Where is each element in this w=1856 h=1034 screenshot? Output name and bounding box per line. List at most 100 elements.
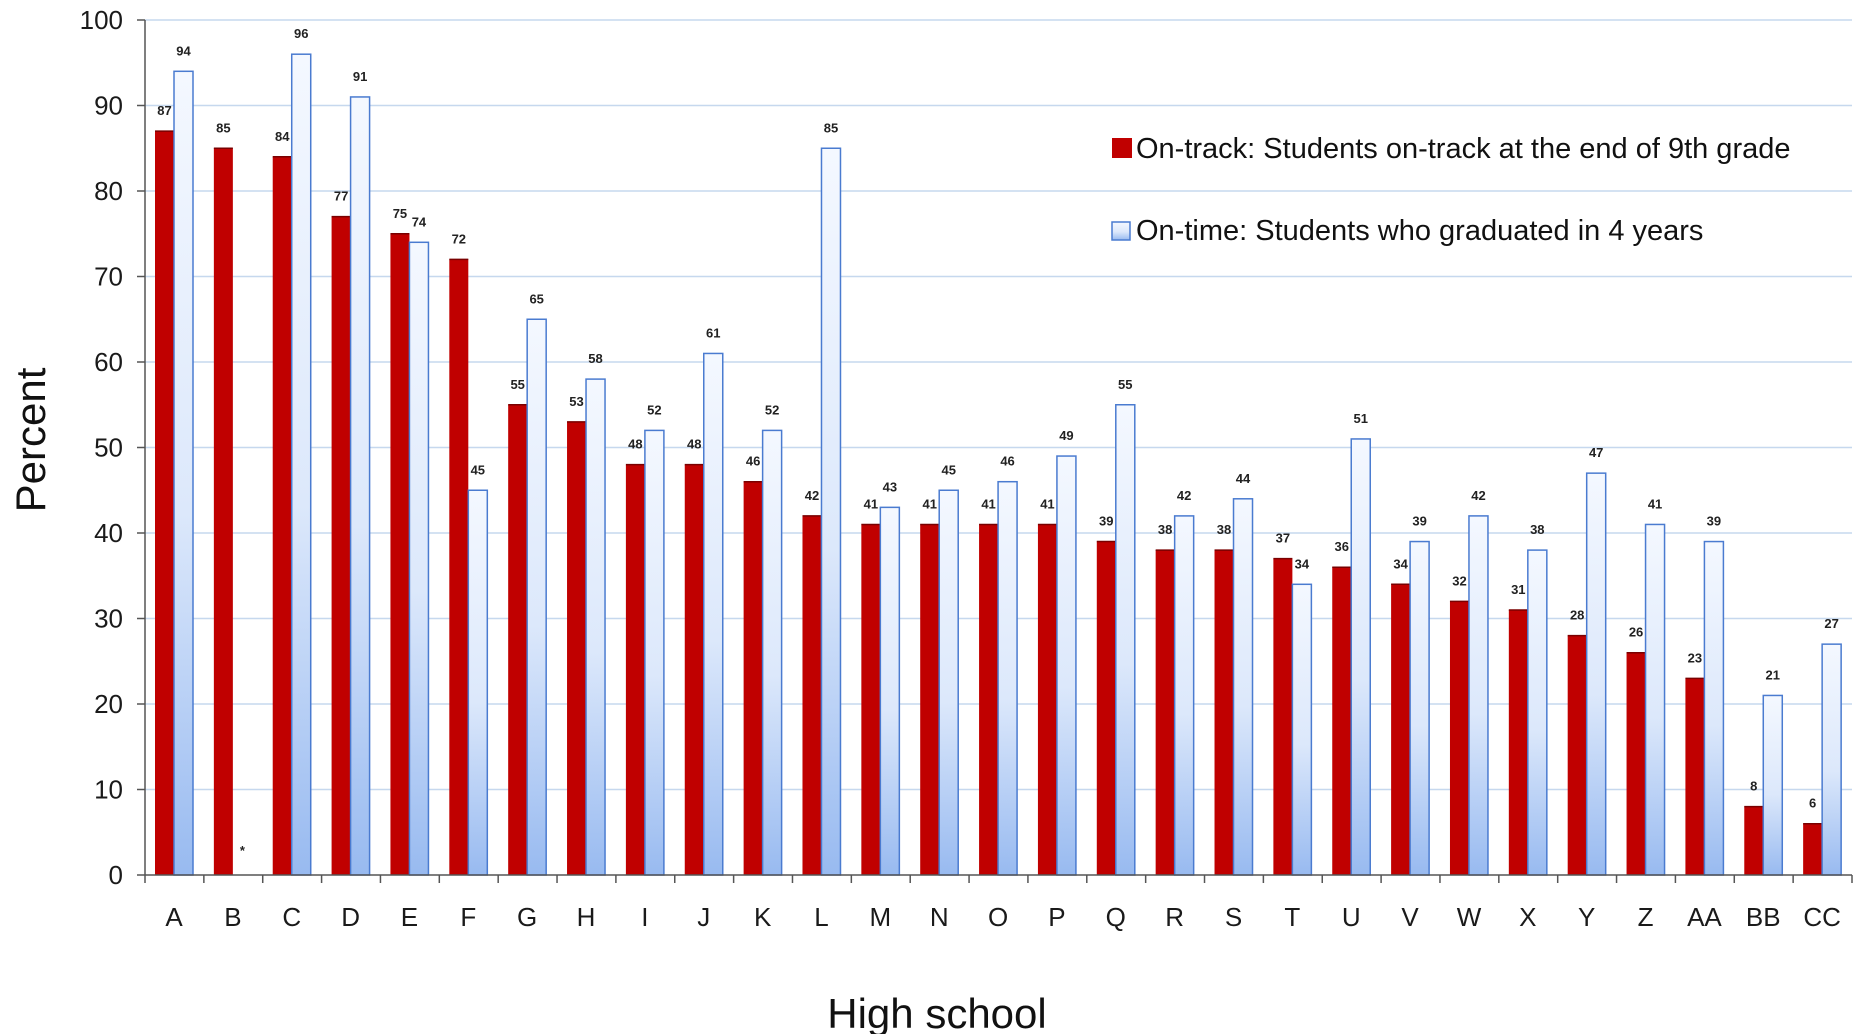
bar-on-time [997,480,1018,876]
bar-on-track [1744,806,1764,875]
bar-on-track [1567,635,1587,875]
x-tick-label: O [988,902,1008,932]
bar-on-track [743,481,763,875]
data-label-on-time: 21 [1766,667,1780,682]
data-label-on-track: 32 [1452,573,1466,588]
bar-on-track [625,464,645,875]
x-axis: A B C D E F G H I J K L M N O P Q R S T U V W X Y Z AA BB CC [144,874,1853,932]
data-label-on-time: 46 [1000,454,1014,469]
gridlines [145,19,1852,791]
data-label-on-time: 41 [1648,496,1662,511]
data-label-on-track: 87 [157,103,171,118]
bar-on-time [1527,549,1548,876]
data-label-on-track: 38 [1217,522,1231,537]
x-tick-label: E [401,902,418,932]
bar-on-time [290,53,312,876]
data-label-on-track: 41 [981,496,995,511]
missing-value-marker: * [240,843,246,858]
bar-on-track [1096,541,1116,875]
bar-on-track [1626,652,1646,875]
data-label-on-time: 52 [765,402,779,417]
bar-on-track [1449,601,1469,875]
bar-on-time [349,96,371,876]
data-label-on-track: 77 [334,189,348,204]
x-tick-label: C [282,902,301,932]
x-tick-label: X [1519,902,1536,932]
data-label-on-track: 42 [805,488,819,503]
bar-on-track [155,131,174,875]
x-tick-label: I [641,902,648,932]
data-label-on-track: 46 [746,454,760,469]
data-label-on-time: 52 [647,402,661,417]
x-tick-label: Z [1638,902,1654,932]
bar-on-time [173,70,194,876]
bar-on-track [1508,609,1528,875]
y-tick-label: 70 [94,262,123,292]
data-label-on-time: 47 [1589,445,1603,460]
data-label-on-track: 41 [922,496,936,511]
data-label-on-track: 41 [1040,496,1054,511]
y-tick-label: 10 [94,775,123,805]
data-label-on-time: 51 [1354,411,1368,426]
data-label-on-track: 36 [1335,539,1349,554]
data-label-on-time: 44 [1236,471,1251,486]
data-label-on-time: 45 [941,462,955,477]
data-label-on-track: 39 [1099,514,1113,529]
x-tick-label: CC [1803,902,1841,932]
bar-on-track [684,464,704,875]
data-label-on-track: 55 [510,377,524,392]
data-label-on-track: 75 [393,206,407,221]
x-tick-label: J [697,902,710,932]
data-label-on-time: 49 [1059,428,1073,443]
bar-on-track [1155,550,1175,875]
data-label-on-time: 94 [176,43,191,58]
data-label-on-track: 8 [1750,779,1757,794]
data-label-on-track: 26 [1629,625,1643,640]
bar-on-time [1585,472,1607,876]
bar-on-track [979,524,999,875]
x-tick-label: H [577,902,596,932]
bar-on-time [1468,515,1489,876]
legend-label-on-time: On-time: Students who graduated in 4 yea… [1136,215,1703,247]
data-label-on-track: 72 [452,231,466,246]
bar-on-time [644,429,665,876]
data-label-on-track: 6 [1809,796,1816,811]
y-tick-label: 30 [94,604,123,634]
y-tick-label: 90 [94,91,123,121]
x-tick-label: U [1342,902,1361,932]
bar-on-time [408,241,430,876]
bar-on-time [820,147,842,876]
x-tick-label: T [1284,902,1300,932]
data-label-on-time: 74 [412,214,427,229]
bar-on-track [1332,567,1352,875]
legend-swatch-on-time [1111,221,1131,241]
bar-on-time [526,318,547,876]
x-tick-label: K [754,902,772,932]
data-label-on-time: 39 [1412,514,1426,529]
bar-on-time [1350,438,1371,876]
bar-on-track [802,515,822,875]
bar-on-track [861,524,881,875]
data-label-on-track: 28 [1570,608,1584,623]
data-label-on-time: 43 [883,479,897,494]
data-label-on-time: 96 [294,26,308,41]
bar-on-track [1685,678,1705,875]
data-label-on-time: 42 [1177,488,1191,503]
data-label-on-track: 34 [1393,556,1408,571]
data-label-on-track: 38 [1158,522,1172,537]
x-tick-label: R [1165,902,1184,932]
bar-on-time [1232,498,1254,876]
data-label-on-track: 48 [687,437,701,452]
x-tick-label: AA [1687,902,1722,932]
y-tick-label: 60 [94,347,123,377]
x-tick-label: M [870,902,892,932]
data-label-on-time: 55 [1118,377,1132,392]
bar-on-track [508,404,528,875]
x-tick-label: Q [1106,902,1126,932]
data-label-on-time: 45 [471,462,485,477]
x-tick-label: S [1225,902,1242,932]
data-label-on-track: 84 [275,129,290,144]
data-label-on-time: 42 [1471,488,1485,503]
bar-on-track [1803,823,1823,875]
